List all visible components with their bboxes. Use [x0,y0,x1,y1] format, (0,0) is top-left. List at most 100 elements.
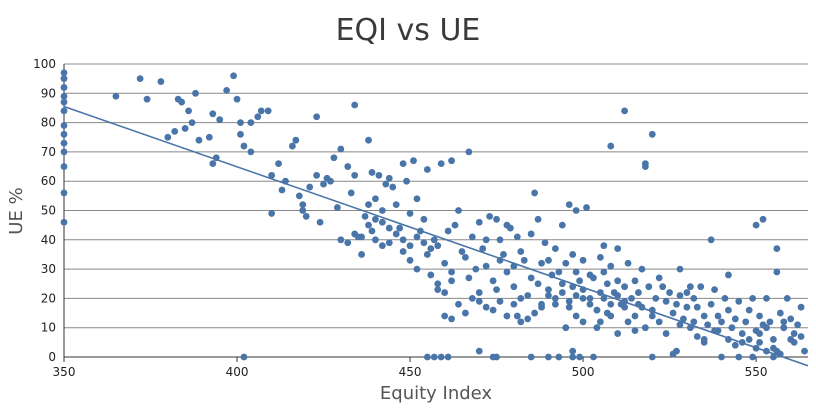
data-point [749,295,757,302]
data-point [344,163,352,170]
data-point [614,245,622,252]
data-point [690,318,698,326]
data-point [417,227,424,235]
data-point [790,330,798,337]
data-point [282,177,289,185]
data-point [60,122,68,129]
data-point [330,154,338,162]
data-point [655,274,663,282]
data-point [697,283,705,291]
data-point [444,227,452,235]
data-point [731,341,739,349]
data-point [430,353,438,361]
y-tick-label-0: 0 [48,350,56,364]
data-point [693,303,701,311]
data-point [448,277,455,285]
data-point [548,271,556,279]
data-point [136,75,144,83]
data-point [337,236,345,244]
data-point [496,256,504,264]
data-point [441,259,449,267]
data-point [441,289,449,296]
data-point [527,274,535,282]
data-point [60,139,68,147]
trendline [63,105,809,367]
data-point [738,338,746,346]
data-point [801,347,808,355]
data-point [462,309,469,317]
data-point [524,315,532,323]
data-point [590,353,597,361]
data-point [240,142,248,150]
data-point [776,309,784,317]
data-point [347,189,355,197]
data-point [112,92,120,100]
data-point [185,107,192,115]
data-point [60,163,68,170]
data-point [313,113,321,121]
data-point [437,353,445,361]
data-point [60,84,68,91]
data-point [482,236,490,244]
data-point [399,236,407,244]
data-point [441,312,449,320]
data-point [648,353,656,361]
data-point [358,251,365,258]
data-point [527,230,535,238]
data-point [60,75,68,83]
data-point [551,245,559,252]
data-point [517,248,525,255]
data-point [769,336,777,343]
data-point [468,295,476,302]
data-point [434,286,442,294]
data-point [558,221,566,229]
data-point [216,116,224,124]
data-point [621,297,628,305]
data-point [676,321,684,329]
data-point [257,107,265,115]
data-point [676,265,684,273]
data-point [351,230,359,238]
data-point [448,315,455,323]
data-point [545,353,552,361]
data-point [378,218,386,226]
data-point [444,353,452,361]
data-point [434,280,442,288]
data-point [237,119,244,126]
data-point [607,312,615,320]
data-point [181,125,189,132]
data-point [192,89,199,97]
data-point [517,295,525,302]
data-point [648,306,656,314]
data-point [247,119,255,126]
data-point [624,259,632,267]
data-point [686,283,694,291]
data-point [635,289,642,296]
data-point [455,207,462,214]
data-point [725,336,732,343]
data-point [669,309,677,317]
data-point [631,312,639,320]
data-point [593,306,601,314]
data-point [621,303,628,311]
data-point [725,306,732,314]
data-point [572,312,580,320]
data-point [641,324,649,332]
data-point [306,183,314,191]
data-point [513,233,521,241]
data-point [479,245,487,252]
data-point [375,171,383,179]
data-point [188,119,196,126]
data-point [423,166,431,173]
data-point [247,148,255,156]
data-point [475,218,483,226]
data-point [410,157,417,165]
data-point [378,207,386,214]
data-point [628,295,635,302]
data-point [565,201,573,209]
x-tick-label-500: 500 [572,365,595,379]
data-point [455,300,462,308]
data-point [500,251,507,258]
data-point [382,180,390,188]
data-point [645,283,653,291]
